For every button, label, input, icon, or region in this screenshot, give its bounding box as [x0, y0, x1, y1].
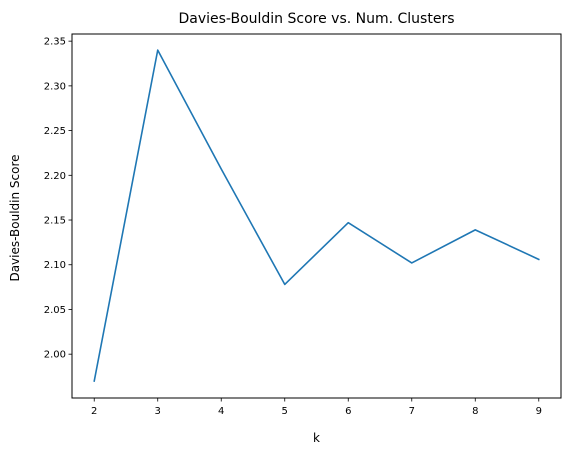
series-line [94, 50, 539, 381]
x-axis-ticks: 2 3 4 5 6 7 8 9 [91, 398, 542, 417]
x-tick-label: 3 [155, 406, 161, 417]
x-axis-label: k [313, 431, 320, 445]
y-tick-label: 2.35 [44, 37, 66, 48]
plot-area: 2.00 2.05 2.10 2.15 2.20 2.25 2.30 2.35 2 3 4 5 6 7 8… [44, 34, 561, 417]
series-layer [94, 50, 539, 381]
y-tick-label: 2.20 [44, 171, 66, 182]
y-axis-label: Davies-Bouldin Score [8, 154, 22, 281]
y-tick-label: 2.30 [44, 81, 66, 92]
x-tick-label: 9 [536, 406, 542, 417]
chart-title: Davies-Bouldin Score vs. Num. Clusters [178, 11, 454, 27]
y-tick-label: 2.10 [44, 260, 66, 271]
x-tick-label: 6 [345, 406, 351, 417]
x-tick-label: 5 [282, 406, 288, 417]
x-tick-label: 2 [91, 406, 97, 417]
plot-frame [72, 34, 561, 398]
y-tick-label: 2.15 [44, 216, 66, 227]
y-tick-label: 2.25 [44, 126, 66, 137]
x-tick-label: 7 [409, 406, 415, 417]
x-tick-label: 8 [472, 406, 478, 417]
y-axis-ticks: 2.00 2.05 2.10 2.15 2.20 2.25 2.30 2.35 [44, 37, 72, 361]
x-tick-label: 4 [218, 406, 224, 417]
y-tick-label: 2.00 [44, 350, 66, 361]
y-tick-label: 2.05 [44, 305, 66, 316]
